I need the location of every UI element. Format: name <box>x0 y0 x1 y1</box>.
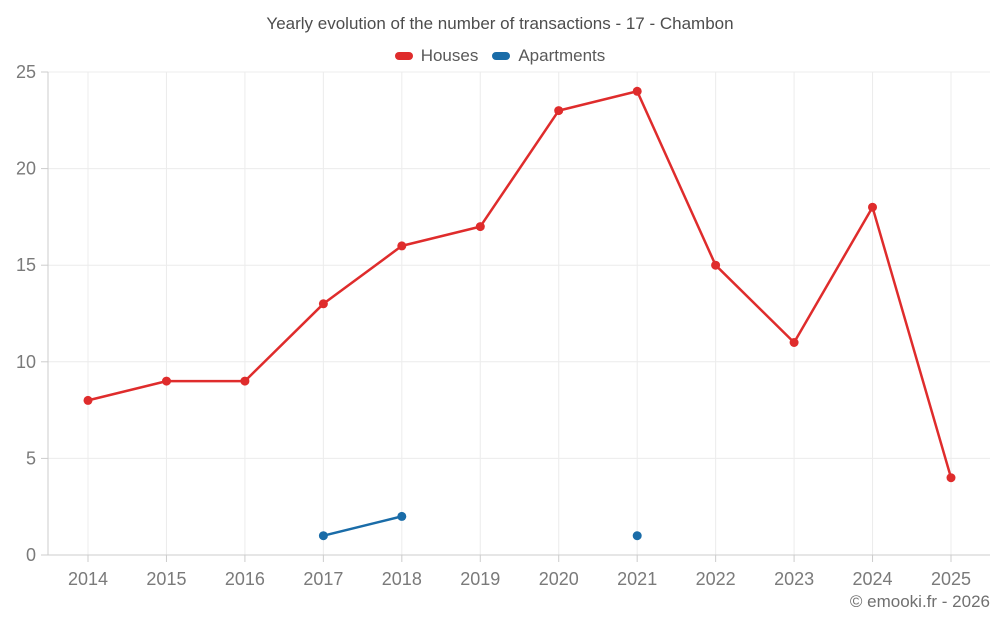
data-point[interactable] <box>868 202 877 212</box>
y-tick-label: 5 <box>26 448 36 468</box>
legend-item-apartments[interactable]: Apartments <box>492 46 605 66</box>
data-point[interactable] <box>397 241 407 251</box>
x-tick-label: 2014 <box>68 569 108 589</box>
data-point[interactable] <box>240 376 250 386</box>
x-tick-label: 2022 <box>696 569 736 589</box>
data-point[interactable] <box>632 531 642 541</box>
axes <box>41 71 990 562</box>
data-point[interactable] <box>946 473 956 483</box>
x-tick-label: 2023 <box>774 569 814 589</box>
y-tick-label: 0 <box>26 545 36 565</box>
x-tick-label: 2018 <box>382 569 422 589</box>
x-tick-label: 2017 <box>303 569 343 589</box>
series-apartments <box>318 511 642 541</box>
data-point[interactable] <box>554 106 564 116</box>
x-tick-label: 2020 <box>539 569 579 589</box>
x-tick-label: 2015 <box>146 569 186 589</box>
chart-title: Yearly evolution of the number of transa… <box>266 14 734 33</box>
data-point[interactable] <box>789 338 799 347</box>
y-tick-label: 15 <box>16 255 36 275</box>
legend-item-houses[interactable]: Houses <box>394 46 479 66</box>
x-tick-label: 2025 <box>931 569 971 589</box>
y-tick-label: 25 <box>16 62 36 82</box>
legend-label-apartments: Apartments <box>518 46 606 65</box>
gridlines <box>48 71 990 555</box>
x-tick-label: 2021 <box>617 569 657 589</box>
series-line <box>86 90 953 479</box>
data-point[interactable] <box>318 531 328 541</box>
data-point[interactable] <box>397 511 407 521</box>
x-tick-label: 2024 <box>853 569 893 589</box>
copyright-credit: © emooki.fr - 2026 <box>849 592 990 611</box>
chart-legend: Houses Apartments <box>0 46 1000 66</box>
y-tick-label: 10 <box>16 352 36 372</box>
data-point[interactable] <box>162 376 171 386</box>
data-point[interactable] <box>475 222 485 232</box>
legend-label-houses: Houses <box>420 46 479 65</box>
x-tick-label: 2019 <box>460 569 500 589</box>
y-tick-label: 20 <box>16 159 36 179</box>
data-point[interactable] <box>83 395 93 405</box>
series-houses <box>83 86 956 483</box>
apartments-swatch-icon <box>492 52 511 60</box>
x-tick-label: 2016 <box>225 569 265 589</box>
houses-swatch-icon <box>394 52 413 60</box>
data-point[interactable] <box>318 299 328 309</box>
data-point[interactable] <box>632 86 642 96</box>
data-point[interactable] <box>711 260 721 270</box>
